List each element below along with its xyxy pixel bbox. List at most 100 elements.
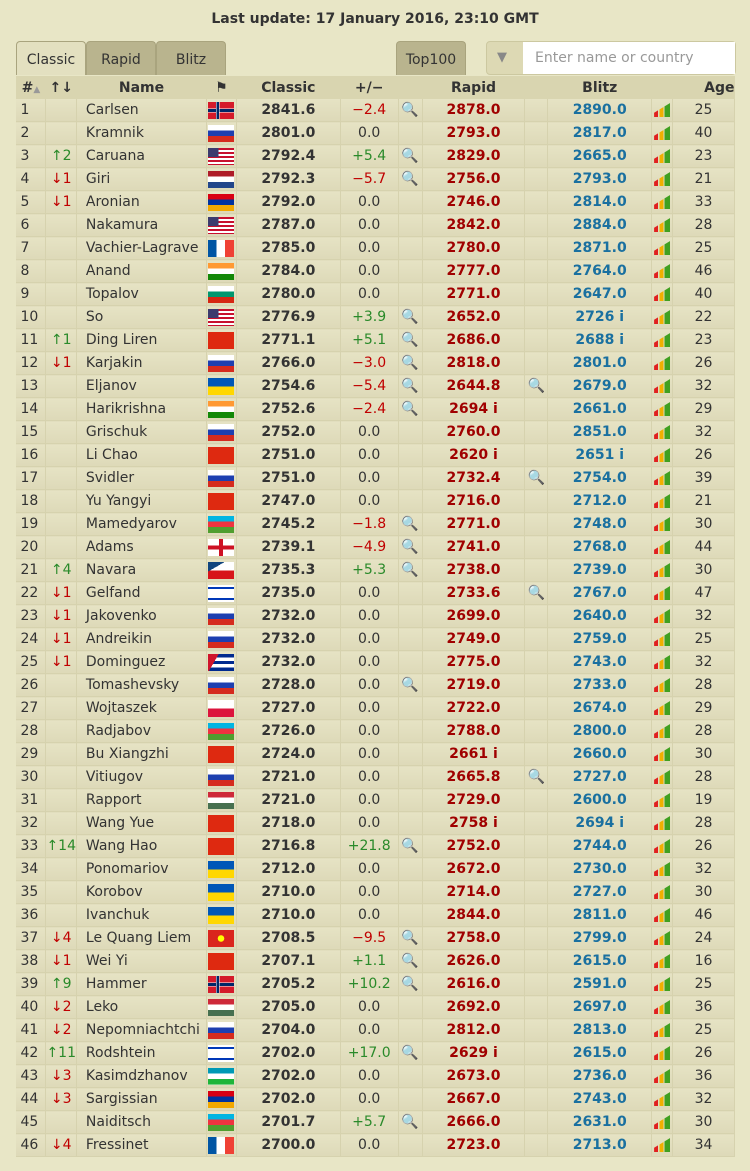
- magnifier-icon[interactable]: 🔍: [401, 355, 419, 371]
- player-name[interactable]: Giri: [76, 167, 207, 191]
- player-name[interactable]: Sargissian: [76, 1087, 207, 1111]
- player-name[interactable]: Wei Yi: [76, 949, 207, 973]
- rating-chart-icon[interactable]: [654, 908, 671, 922]
- rating-chart-icon[interactable]: [654, 1138, 671, 1152]
- player-name[interactable]: Wojtaszek: [76, 696, 207, 720]
- player-name[interactable]: Caruana: [76, 144, 207, 168]
- player-name[interactable]: Carlsen: [76, 99, 207, 122]
- player-name[interactable]: So: [76, 305, 207, 329]
- player-name[interactable]: Ivanchuk: [76, 903, 207, 927]
- magnifier-icon[interactable]: 🔍: [401, 309, 419, 325]
- player-name[interactable]: Svidler: [76, 466, 207, 490]
- rating-chart-icon[interactable]: [654, 1023, 671, 1037]
- rating-chart-icon[interactable]: [654, 655, 671, 669]
- rating-chart-icon[interactable]: [654, 954, 671, 968]
- rating-chart-icon[interactable]: [654, 977, 671, 991]
- rating-chart-icon[interactable]: [654, 241, 671, 255]
- rating-chart-icon[interactable]: [654, 931, 671, 945]
- tab-rapid[interactable]: Rapid: [86, 41, 156, 75]
- magnifier-icon[interactable]: 🔍: [401, 378, 419, 394]
- rating-chart-icon[interactable]: [654, 310, 671, 324]
- rating-chart-icon[interactable]: [654, 1000, 671, 1014]
- rating-chart-icon[interactable]: [654, 1092, 671, 1106]
- player-name[interactable]: Korobov: [76, 880, 207, 904]
- col-classic[interactable]: Classic: [236, 76, 341, 99]
- rating-chart-icon[interactable]: [654, 816, 671, 830]
- rating-chart-icon[interactable]: [654, 1046, 671, 1060]
- player-name[interactable]: Nepomniachtchi: [76, 1018, 207, 1042]
- rating-chart-icon[interactable]: [654, 356, 671, 370]
- rating-chart-icon[interactable]: [654, 1069, 671, 1083]
- player-name[interactable]: Ponomariov: [76, 857, 207, 881]
- tab-classic[interactable]: Classic: [16, 41, 86, 75]
- magnifier-icon[interactable]: 🔍: [527, 470, 546, 486]
- magnifier-icon[interactable]: 🔍: [401, 953, 419, 969]
- rating-chart-icon[interactable]: [654, 701, 671, 715]
- top100-button[interactable]: Top100: [396, 41, 466, 75]
- rating-chart-icon[interactable]: [654, 632, 671, 646]
- player-name[interactable]: Karjakin: [76, 351, 207, 375]
- rating-chart-icon[interactable]: [654, 471, 671, 485]
- rating-chart-icon[interactable]: [654, 195, 671, 209]
- player-name[interactable]: Vachier-Lagrave: [76, 236, 207, 260]
- magnifier-icon[interactable]: 🔍: [401, 332, 419, 348]
- rating-chart-icon[interactable]: [654, 885, 671, 899]
- rating-chart-icon[interactable]: [654, 770, 671, 784]
- rating-chart-icon[interactable]: [654, 172, 671, 186]
- player-name[interactable]: Jakovenko: [76, 604, 207, 628]
- magnifier-icon[interactable]: 🔍: [401, 562, 419, 578]
- player-name[interactable]: Ding Liren: [76, 328, 207, 352]
- magnifier-icon[interactable]: 🔍: [527, 769, 546, 785]
- magnifier-icon[interactable]: 🔍: [401, 539, 419, 555]
- rating-chart-icon[interactable]: [654, 149, 671, 163]
- rating-chart-icon[interactable]: [654, 540, 671, 554]
- player-name[interactable]: Adams: [76, 535, 207, 559]
- player-name[interactable]: Aronian: [76, 190, 207, 214]
- rating-chart-icon[interactable]: [654, 264, 671, 278]
- rating-chart-icon[interactable]: [654, 839, 671, 853]
- col-name[interactable]: Name: [76, 76, 207, 99]
- rating-chart-icon[interactable]: [654, 218, 671, 232]
- player-name[interactable]: Naiditsch: [76, 1110, 207, 1134]
- col-rapid[interactable]: Rapid: [422, 76, 525, 99]
- rating-chart-icon[interactable]: [654, 448, 671, 462]
- rating-chart-icon[interactable]: [654, 862, 671, 876]
- player-name[interactable]: Radjabov: [76, 719, 207, 743]
- magnifier-icon[interactable]: 🔍: [401, 516, 419, 532]
- magnifier-icon[interactable]: 🔍: [401, 102, 419, 118]
- player-name[interactable]: Dominguez: [76, 650, 207, 674]
- magnifier-icon[interactable]: 🔍: [401, 148, 419, 164]
- player-name[interactable]: Tomashevsky: [76, 673, 207, 697]
- magnifier-icon[interactable]: 🔍: [401, 677, 419, 693]
- player-name[interactable]: Kasimdzhanov: [76, 1064, 207, 1088]
- player-name[interactable]: Le Quang Liem: [76, 926, 207, 950]
- player-name[interactable]: Yu Yangyi: [76, 489, 207, 513]
- player-name[interactable]: Nakamura: [76, 213, 207, 237]
- col-age[interactable]: Age: [672, 76, 735, 99]
- player-name[interactable]: Grischuk: [76, 420, 207, 444]
- col-flag[interactable]: ⚑: [206, 76, 237, 99]
- player-name[interactable]: Mamedyarov: [76, 512, 207, 536]
- magnifier-icon[interactable]: 🔍: [527, 585, 546, 601]
- tab-blitz[interactable]: Blitz: [156, 41, 226, 75]
- rating-chart-icon[interactable]: [654, 793, 671, 807]
- player-name[interactable]: Andreikin: [76, 627, 207, 651]
- player-name[interactable]: Li Chao: [76, 443, 207, 467]
- magnifier-icon[interactable]: 🔍: [401, 171, 419, 187]
- player-name[interactable]: Wang Hao: [76, 834, 207, 858]
- player-name[interactable]: Kramnik: [76, 121, 207, 145]
- rating-chart-icon[interactable]: [654, 103, 671, 117]
- player-name[interactable]: Eljanov: [76, 374, 207, 398]
- search-input[interactable]: [523, 42, 735, 74]
- col-diff[interactable]: +/−: [340, 76, 399, 99]
- rating-chart-icon[interactable]: [654, 494, 671, 508]
- rating-chart-icon[interactable]: [654, 425, 671, 439]
- rating-chart-icon[interactable]: [654, 724, 671, 738]
- player-name[interactable]: Harikrishna: [76, 397, 207, 421]
- rating-chart-icon[interactable]: [654, 402, 671, 416]
- player-name[interactable]: Gelfand: [76, 581, 207, 605]
- magnifier-icon[interactable]: 🔍: [527, 378, 546, 394]
- magnifier-icon[interactable]: 🔍: [401, 401, 419, 417]
- col-change[interactable]: ↑↓: [45, 76, 77, 99]
- player-name[interactable]: Anand: [76, 259, 207, 283]
